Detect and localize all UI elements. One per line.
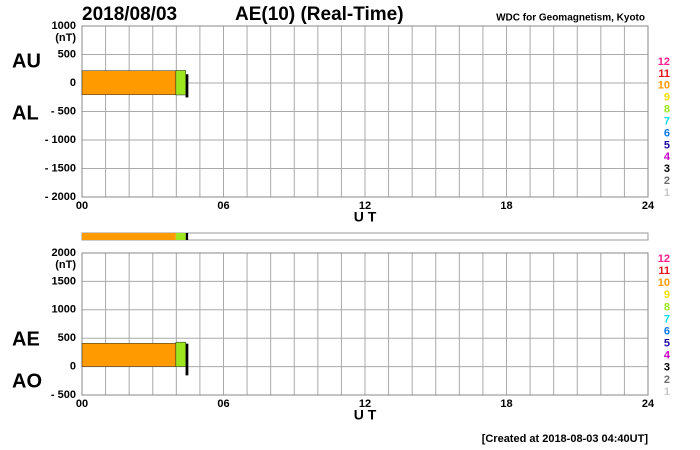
legend-label: 2 bbox=[664, 374, 670, 386]
x-tick-label: 24 bbox=[642, 398, 655, 410]
legend-label: 6 bbox=[664, 325, 670, 337]
chart-title: AE(10) (Real-Time) bbox=[235, 4, 404, 25]
range-bar bbox=[185, 74, 189, 98]
y-tick-label: 0 bbox=[70, 77, 76, 89]
legend-label: 2 bbox=[664, 175, 670, 187]
source: WDC for Geomagnetism, Kyoto bbox=[496, 13, 645, 24]
lower-label: AL bbox=[12, 102, 39, 124]
legend-label: 11 bbox=[658, 265, 670, 277]
range-bar bbox=[81, 70, 177, 95]
coverage-bar bbox=[175, 233, 186, 240]
upper-label: AU bbox=[12, 50, 41, 72]
legend-label: 7 bbox=[664, 115, 670, 127]
legend-label: 10 bbox=[658, 277, 670, 289]
plot-frame bbox=[81, 25, 649, 198]
x-tick-label: 06 bbox=[217, 200, 229, 212]
x-tick-label: 06 bbox=[217, 398, 229, 410]
y-tick-label: - 1500 bbox=[45, 162, 76, 174]
legend-label: 12 bbox=[658, 253, 670, 265]
legend-label: 11 bbox=[658, 68, 670, 80]
coverage-bar bbox=[82, 233, 176, 240]
lower-label: AO bbox=[12, 370, 42, 392]
x-tick-label: 00 bbox=[76, 200, 88, 212]
legend-label: 12 bbox=[658, 56, 670, 68]
date: 2018/08/03 bbox=[82, 4, 177, 25]
legend-label: 9 bbox=[664, 92, 670, 104]
y-tick-label: - 1000 bbox=[45, 134, 76, 146]
x-tick-label: 18 bbox=[500, 398, 512, 410]
legend-label: 6 bbox=[664, 127, 670, 139]
legend-label: 4 bbox=[664, 350, 671, 362]
upper-label: AE bbox=[12, 328, 40, 350]
x-tick-label: 12 bbox=[359, 398, 371, 410]
y-tick-label: 1000 bbox=[52, 304, 76, 316]
legend-label: 8 bbox=[664, 301, 670, 313]
legend-label: 3 bbox=[664, 163, 670, 175]
x-tick-label: 00 bbox=[76, 398, 88, 410]
y-tick-label: 1000 bbox=[52, 20, 76, 32]
y-tick-label: 500 bbox=[58, 332, 76, 344]
legend-label: 7 bbox=[664, 313, 670, 325]
x-tick-label: 12 bbox=[359, 200, 371, 212]
unit-label: (nT) bbox=[55, 259, 76, 271]
range-bar bbox=[81, 343, 177, 367]
x-tick-label: 18 bbox=[500, 200, 512, 212]
x-tick-label: 24 bbox=[642, 200, 655, 212]
y-tick-label: - 500 bbox=[51, 105, 76, 117]
footer: [Created at 2018-08-03 04:40UT] bbox=[482, 433, 649, 445]
y-tick-label: - 2000 bbox=[45, 191, 76, 203]
legend-label: 4 bbox=[664, 151, 671, 163]
coverage-bar bbox=[185, 233, 189, 240]
range-bar bbox=[175, 341, 187, 367]
y-tick-label: 1500 bbox=[52, 275, 76, 287]
plot-frame bbox=[81, 252, 649, 396]
x-axis-label: U T bbox=[354, 407, 377, 423]
legend-label: 3 bbox=[664, 362, 670, 374]
legend-label: 5 bbox=[664, 139, 670, 151]
y-tick-label: - 500 bbox=[51, 389, 76, 401]
legend-label: 1 bbox=[664, 386, 670, 398]
legend-label: 8 bbox=[664, 104, 670, 116]
legend-label: 10 bbox=[658, 80, 670, 92]
legend-label: 5 bbox=[664, 338, 670, 350]
y-tick-label: 500 bbox=[58, 48, 76, 60]
legend-label: 9 bbox=[664, 289, 670, 301]
y-tick-label: 2000 bbox=[52, 247, 76, 259]
unit-label: (nT) bbox=[55, 32, 76, 44]
y-tick-label: 0 bbox=[70, 361, 76, 373]
legend-label: 1 bbox=[664, 187, 670, 199]
range-bar bbox=[175, 70, 187, 96]
range-bar bbox=[185, 343, 189, 376]
x-axis-label: U T bbox=[354, 209, 377, 225]
